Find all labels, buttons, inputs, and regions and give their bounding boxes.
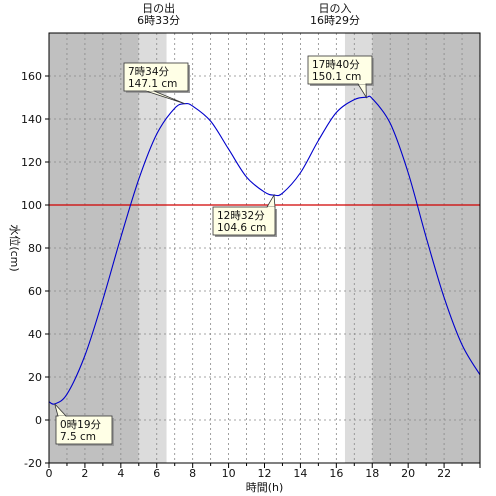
annotation-value: 104.6 cm	[217, 222, 266, 234]
annotation-time: 7時34分	[128, 66, 170, 78]
y-tick-label: -20	[24, 457, 42, 470]
x-tick-label: 0	[46, 467, 53, 480]
sunrise-time: 6時33分	[137, 14, 180, 27]
y-tick-label: 120	[21, 156, 42, 169]
twilight-band-morning	[138, 33, 167, 463]
y-tick-label: 140	[21, 113, 42, 126]
y-tick-label: 80	[28, 242, 42, 255]
x-tick-label: 12	[258, 467, 272, 480]
x-tick-label: 22	[437, 467, 451, 480]
x-tick-label: 14	[293, 467, 307, 480]
annotation-value: 7.5 cm	[60, 431, 96, 443]
sunset-label: 日の入	[318, 2, 351, 15]
y-tick-label: 20	[28, 371, 42, 384]
annotation-value: 147.1 cm	[128, 78, 177, 90]
x-tick-label: 2	[81, 467, 88, 480]
y-tick-label: 0	[35, 414, 42, 427]
annotation-time: 17時40分	[312, 59, 360, 71]
x-tick-label: 16	[329, 467, 343, 480]
annotation-box	[123, 62, 189, 92]
annotation-time: 0時19分	[60, 419, 102, 431]
x-tick-label: 6	[153, 467, 160, 480]
x-tick-label: 4	[117, 467, 124, 480]
sunset-time: 16時29分	[310, 14, 360, 27]
x-axis-title: 時間(h)	[246, 481, 284, 494]
x-tick-label: 18	[365, 467, 379, 480]
annotation-box	[55, 415, 113, 445]
x-tick-label: 8	[189, 467, 196, 480]
annotation-box	[212, 206, 276, 236]
y-tick-label: 100	[21, 199, 42, 212]
annotation-value: 150.1 cm	[312, 71, 361, 83]
x-tick-label: 10	[222, 467, 236, 480]
x-tick-label: 20	[401, 467, 415, 480]
y-tick-label: 160	[21, 70, 42, 83]
tide-curve	[48, 95, 481, 405]
sunrise-label: 日の出	[142, 1, 175, 15]
y-tick-label: 40	[28, 328, 42, 341]
annotation-box	[307, 55, 373, 85]
night-band-morning	[49, 33, 139, 463]
annotation-time: 12時32分	[217, 210, 265, 222]
y-tick-label: 60	[28, 285, 42, 298]
y-axis-title: 水位(cm)	[8, 224, 22, 271]
